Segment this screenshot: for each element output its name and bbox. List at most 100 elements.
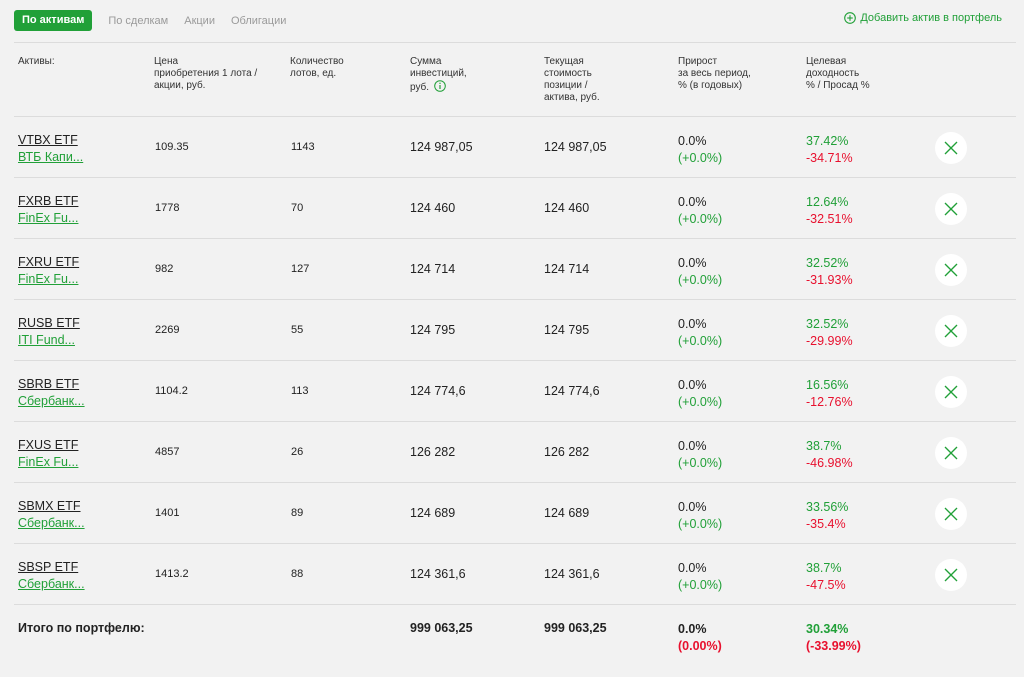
- tab-bonds[interactable]: Облигации: [230, 14, 287, 27]
- growth-cell: 0.0% (+0.0%): [678, 134, 723, 165]
- price-cell: 1778: [155, 202, 180, 214]
- asset-fund-link[interactable]: Сбербанк...: [18, 394, 85, 408]
- invest-cell: 124 689: [410, 506, 456, 520]
- price-cell: 1401: [155, 507, 180, 519]
- total-target: 30.34% (-33.99%): [806, 622, 861, 653]
- target-cell: 33.56% -35.4%: [806, 500, 849, 531]
- header-asset: Активы:: [18, 56, 55, 67]
- close-icon: [944, 141, 958, 155]
- remove-asset-button[interactable]: [935, 254, 967, 286]
- header-lots: Количество лотов, ед.: [290, 56, 344, 79]
- asset-fund-link[interactable]: ВТБ Капи...: [18, 150, 84, 164]
- table-row: FXRB ETF FinEx Fu... 1778 70 124 460 124 460 0…: [0, 178, 1024, 239]
- asset-fund-link[interactable]: Сбербанк...: [18, 516, 85, 530]
- header-price: Цена приобретения 1 лота / акции, руб.: [154, 56, 258, 91]
- price-cell: 109.35: [155, 141, 189, 153]
- lots-cell: 55: [291, 324, 304, 336]
- asset-ticker[interactable]: RUSB ETF: [18, 316, 80, 330]
- asset-ticker[interactable]: FXRU ETF: [18, 255, 80, 269]
- price-cell: 2269: [155, 324, 180, 336]
- growth-cell: 0.0% (+0.0%): [678, 378, 723, 409]
- current-cell: 126 282: [544, 445, 590, 459]
- tab-stocks[interactable]: Акции: [184, 14, 215, 27]
- target-cell: 16.56% -12.76%: [806, 378, 853, 409]
- growth-cell: 0.0% (+0.0%): [678, 561, 723, 592]
- current-cell: 124 689: [544, 506, 590, 520]
- invest-cell: 124 987,05: [410, 140, 473, 154]
- lots-cell: 113: [291, 385, 309, 397]
- current-cell: 124 795: [544, 323, 590, 337]
- growth-cell: 0.0% (+0.0%): [678, 500, 723, 531]
- lots-cell: 26: [291, 446, 304, 458]
- asset-ticker[interactable]: VTBX ETF: [18, 133, 78, 147]
- tab-by-deals[interactable]: По сделкам: [108, 14, 169, 27]
- lots-cell: 88: [291, 568, 304, 580]
- total-current: 999 063,25: [544, 621, 607, 635]
- current-cell: 124 774,6: [544, 384, 600, 398]
- remove-asset-button[interactable]: [935, 193, 967, 225]
- asset-ticker[interactable]: FXRB ETF: [18, 194, 79, 208]
- growth-cell: 0.0% (+0.0%): [678, 195, 723, 226]
- row-divider: [14, 604, 1016, 605]
- remove-asset-button[interactable]: [935, 132, 967, 164]
- row-divider: [14, 238, 1016, 239]
- close-icon: [944, 263, 958, 277]
- invest-cell: 124 460: [410, 201, 456, 215]
- total-invest: 999 063,25: [410, 621, 473, 635]
- price-cell: 982: [155, 263, 174, 275]
- add-asset-link[interactable]: Добавить актив в портфель: [844, 12, 1002, 24]
- asset-fund-link[interactable]: Сбербанк...: [18, 577, 85, 591]
- header-target: Целевая доходность% / Просад %: [806, 56, 870, 91]
- asset-ticker[interactable]: SBMX ETF: [18, 499, 81, 513]
- close-icon: [944, 324, 958, 338]
- table-row: SBSP ETF Сбербанк... 1413.2 88 124 361,6 124 …: [0, 544, 1024, 605]
- remove-asset-button[interactable]: [935, 498, 967, 530]
- table-row: SBRB ETF Сбербанк... 1104.2 113 124 774,6 124…: [0, 361, 1024, 422]
- asset-fund-link[interactable]: ITI Fund...: [18, 333, 75, 347]
- invest-cell: 124 795: [410, 323, 456, 337]
- target-cell: 38.7% -47.5%: [806, 561, 846, 592]
- table-row: SBMX ETF Сбербанк... 1401 89 124 689 124 689 0…: [0, 483, 1024, 544]
- header-current: Текущая стоимость позиции / актива, руб.: [544, 56, 600, 103]
- plus-circle-icon: [844, 12, 857, 24]
- target-cell: 37.42% -34.71%: [806, 134, 853, 165]
- price-cell: 4857: [155, 446, 180, 458]
- row-divider: [14, 177, 1016, 178]
- remove-asset-button[interactable]: [935, 376, 967, 408]
- row-divider: [14, 482, 1016, 483]
- divider: [14, 116, 1016, 117]
- target-cell: 12.64% -32.51%: [806, 195, 853, 226]
- target-cell: 32.52% -31.93%: [806, 256, 853, 287]
- current-cell: 124 361,6: [544, 567, 600, 581]
- asset-ticker[interactable]: SBSP ETF: [18, 560, 79, 574]
- close-icon: [944, 202, 958, 216]
- table-row: VTBX ETF ВТБ Капи... 109.35 1143 124 987,05 1…: [0, 117, 1024, 178]
- asset-fund-link[interactable]: FinEx Fu...: [18, 272, 79, 286]
- table-row: FXUS ETF FinEx Fu... 4857 26 126 282 126 282 0…: [0, 422, 1024, 483]
- growth-cell: 0.0% (+0.0%): [678, 439, 723, 470]
- asset-ticker[interactable]: SBRB ETF: [18, 377, 80, 391]
- view-tabs: По активам По сделкам Акции Облигации: [14, 10, 286, 31]
- lots-cell: 1143: [291, 141, 315, 153]
- current-cell: 124 460: [544, 201, 590, 215]
- tab-by-assets[interactable]: По активам: [14, 10, 93, 31]
- invest-cell: 126 282: [410, 445, 456, 459]
- add-asset-label: Добавить актив в портфель: [860, 12, 1002, 24]
- close-icon: [944, 446, 958, 460]
- header-growth: Прирост за весь период,% (в годовых): [678, 56, 751, 91]
- remove-asset-button[interactable]: [935, 315, 967, 347]
- row-divider: [14, 543, 1016, 544]
- asset-fund-link[interactable]: FinEx Fu...: [18, 455, 79, 469]
- price-cell: 1104.2: [155, 385, 188, 397]
- header-invest: Сумма инвестиций, руб.: [410, 56, 467, 93]
- info-icon[interactable]: [434, 80, 446, 92]
- asset-ticker[interactable]: FXUS ETF: [18, 438, 79, 452]
- close-icon: [944, 568, 958, 582]
- remove-asset-button[interactable]: [935, 559, 967, 591]
- total-label: Итого по портфелю:: [18, 621, 145, 635]
- target-cell: 38.7% -46.98%: [806, 439, 853, 470]
- asset-fund-link[interactable]: FinEx Fu...: [18, 211, 79, 225]
- table-row: RUSB ETF ITI Fund... 2269 55 124 795 124 795 0…: [0, 300, 1024, 361]
- remove-asset-button[interactable]: [935, 437, 967, 469]
- invest-cell: 124 714: [410, 262, 456, 276]
